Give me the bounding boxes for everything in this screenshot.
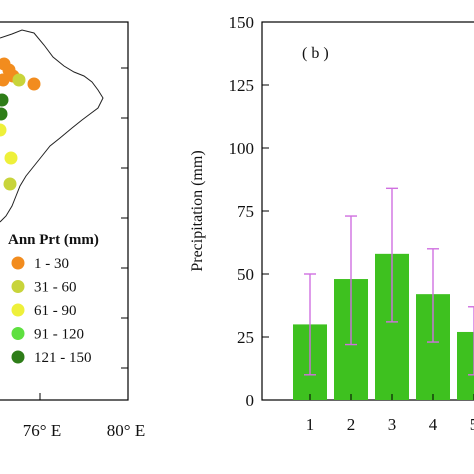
legend-title: Ann Prt (mm) [8,232,99,248]
legend-swatch [11,280,25,293]
lon-label-80: 80° E [107,421,145,440]
bar-chart-panel: ( b ) Precipitation (mm) 025507510012515… [189,13,474,434]
x-tick-label: 1 [306,415,315,434]
y-tick-label: 125 [229,76,255,95]
y-tick-label: 50 [237,265,254,284]
station-dot [0,93,9,107]
station-dot [3,177,17,191]
bars [293,253,474,400]
y-tick-label: 100 [229,139,255,158]
station-dot [0,107,8,121]
y-axis-label: Precipitation (mm) [189,150,206,271]
legend-swatch [11,256,25,270]
station-dots [0,57,41,191]
x-tick-label: 3 [388,415,397,434]
y-axis: 0 25 50 75 100 125 150 [229,13,269,410]
x-tick-label: 4 [429,415,438,434]
error-bars [304,187,474,376]
legend-label: 1 - 30 [34,256,69,272]
legend-swatch [11,303,25,317]
x-tick-label: 2 [347,415,356,434]
legend-swatch [11,327,25,340]
y-tick-label: 75 [237,202,254,221]
y-tick-label: 150 [229,13,255,32]
legend-label: 61 - 90 [34,303,77,319]
y-tick-label: 0 [246,391,255,410]
station-dot [4,151,18,165]
x-axis: 1 2 3 4 5 [306,394,474,434]
lon-label-76: 76° E [23,421,61,440]
map-ticks [39,67,128,400]
station-dot [0,73,10,87]
bar [457,331,474,400]
station-dot [12,73,26,87]
legend-label: 121 - 150 [34,350,92,366]
map-frame [0,21,129,401]
region-outline [0,29,104,223]
legend-label: 31 - 60 [34,280,77,296]
station-dot [27,77,41,91]
x-tick-label: 5 [470,415,474,434]
station-dot [0,123,7,137]
legend-label: 91 - 120 [34,327,84,343]
legend: 1 - 30 31 - 60 61 - 90 91 - 120 121 - 150 [11,256,92,366]
legend-swatch [11,350,25,364]
map-panel: Ann Prt (mm) 1 - 30 31 - 60 61 - 90 91 - 12… [0,21,145,440]
panel-label: ( b ) [302,45,329,62]
y-tick-label: 25 [237,328,254,347]
